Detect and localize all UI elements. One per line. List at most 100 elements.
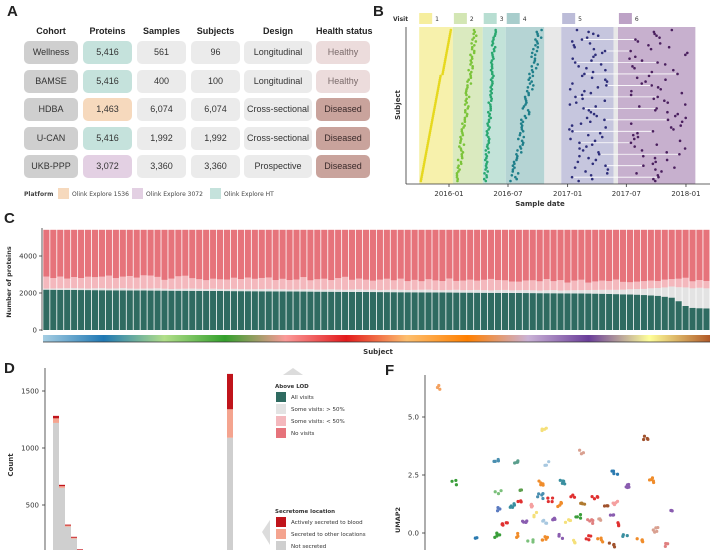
visit-point: [491, 82, 494, 85]
visit-point: [605, 172, 609, 175]
visit-point: [464, 108, 467, 112]
bar-some-gt50: [460, 290, 467, 293]
bar-some-gt50: [661, 287, 668, 297]
visit-point: [589, 91, 593, 95]
bar-some-lt50: [223, 279, 231, 290]
bar-all-visits: [362, 291, 370, 330]
bar-some-gt50: [293, 289, 300, 292]
umap-point: [540, 538, 545, 542]
visit-point: [652, 97, 656, 101]
bar-some-gt50: [223, 289, 231, 292]
visit-point: [532, 84, 535, 87]
bar-some-gt50: [182, 288, 189, 291]
visit-point: [528, 72, 531, 76]
bar-no-visits: [675, 229, 682, 279]
bar-some-lt50: [536, 281, 543, 291]
bar-no-visits: [307, 229, 314, 281]
visit-point: [581, 97, 584, 101]
visit-point: [487, 101, 491, 104]
bar-no-visits: [481, 229, 488, 280]
table-cell-subjects: 3,360: [191, 155, 240, 178]
bar-all-visits: [335, 291, 342, 330]
visit-point: [527, 78, 531, 81]
visit-point: [492, 36, 495, 39]
bar-some-gt50: [578, 290, 585, 294]
table-cell-subjects: 6,074: [191, 98, 240, 121]
visit-point: [638, 105, 641, 108]
visit-point: [489, 116, 493, 120]
umap-point: [495, 531, 499, 535]
visit-point: [530, 68, 534, 72]
umap-point: [518, 488, 522, 492]
umap-point: [492, 459, 496, 463]
bar-no-visits: [578, 229, 585, 280]
f-y-tick-label: 2.5: [408, 472, 419, 480]
visit-point: [676, 72, 679, 76]
bar-some-gt50: [494, 290, 502, 293]
bar-all-visits: [300, 291, 307, 330]
left-arrow-icon: [262, 520, 270, 545]
bar-some-gt50: [119, 288, 126, 291]
bar-some-gt50: [189, 288, 196, 291]
visit-point: [534, 66, 538, 70]
bar-some-lt50: [196, 279, 203, 289]
bar-all-visits: [50, 289, 57, 330]
bar-some-lt50: [175, 276, 182, 289]
visit-point: [489, 89, 492, 93]
umap-point: [560, 536, 565, 540]
bar-some-gt50: [258, 289, 265, 292]
visit-point: [633, 145, 637, 148]
visit-point: [467, 95, 471, 99]
bar-all-visits: [467, 292, 474, 330]
visit-point: [640, 59, 644, 62]
visit-point: [634, 38, 637, 41]
visit-point: [603, 99, 607, 103]
umap-point: [635, 537, 639, 541]
visit-point: [647, 74, 651, 78]
bar-some-gt50: [508, 290, 515, 293]
umap-point: [641, 540, 645, 544]
visit-point: [654, 168, 657, 171]
bar-no-visits: [404, 229, 411, 282]
visit-point: [580, 93, 584, 97]
hist-bar-other-locations: [227, 409, 233, 438]
umap-point: [642, 434, 647, 438]
visit-point: [472, 49, 476, 53]
visit-point: [535, 40, 539, 43]
hist-bar-other-locations: [71, 537, 77, 539]
visit-point: [652, 177, 655, 181]
bar-all-visits: [98, 290, 106, 330]
visit-point: [664, 78, 667, 81]
visit-point: [510, 173, 514, 177]
bar-no-visits: [140, 229, 147, 276]
bar-some-lt50: [210, 278, 217, 289]
table-cell-cohort: U-CAN: [24, 127, 78, 150]
bar-some-gt50: [592, 289, 599, 294]
visit-point: [520, 118, 523, 122]
gap-band: [613, 27, 618, 184]
visit-point: [642, 164, 645, 168]
bar-some-gt50: [342, 289, 349, 292]
umap-point: [611, 513, 615, 517]
bar-all-visits: [529, 293, 536, 330]
visit-point: [655, 107, 658, 110]
visit-point: [595, 114, 599, 118]
visit-point: [460, 154, 464, 158]
visit-point: [679, 124, 683, 127]
umap-point: [579, 452, 584, 456]
bar-no-visits: [668, 229, 675, 280]
visit-point: [522, 135, 526, 139]
visit-point: [655, 143, 659, 146]
umap-point: [454, 478, 458, 483]
bar-some-gt50: [50, 288, 57, 290]
bar-all-visits: [494, 292, 502, 330]
visit-point: [568, 103, 572, 106]
umap-point: [519, 500, 523, 504]
bar-all-visits: [355, 291, 363, 330]
bar-some-gt50: [355, 289, 363, 292]
bar-no-visits: [50, 229, 57, 279]
bar-some-gt50: [474, 289, 481, 293]
visit-point: [585, 66, 588, 70]
b-x-tick-label: 2016-01: [434, 190, 463, 198]
